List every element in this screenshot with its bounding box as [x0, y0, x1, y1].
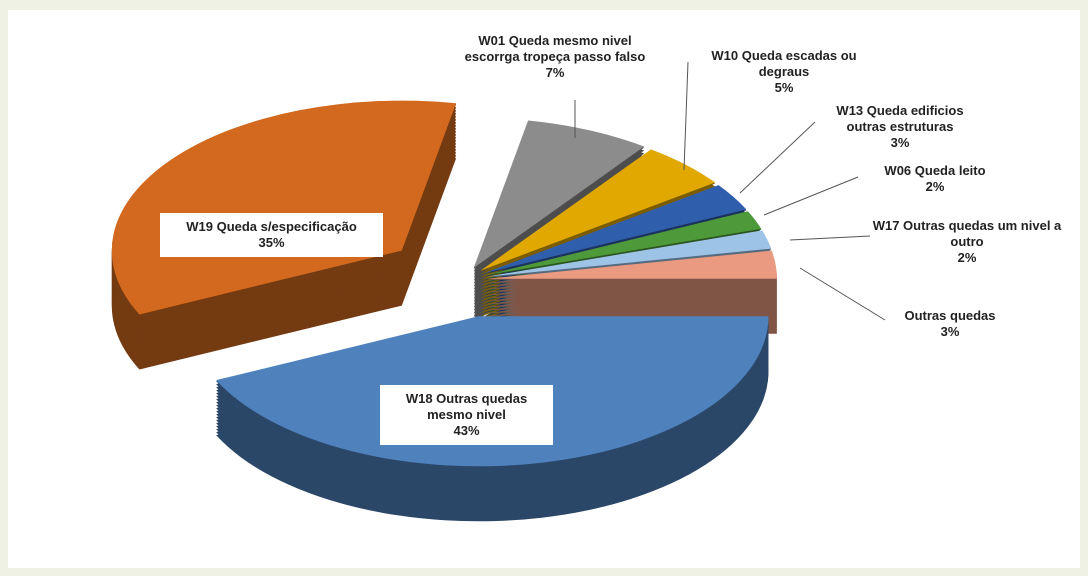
- category-label: W06 Queda leito: [884, 163, 986, 178]
- slice: [486, 230, 772, 277]
- leader-line: [799, 267, 886, 321]
- data-label: W18 Outras quedas mesmo nivel 43%: [380, 385, 553, 445]
- data-label: Outras quedas 3%: [880, 308, 1020, 340]
- category-label: W01 Queda mesmo nivel escorrga tropeça p…: [464, 33, 646, 64]
- leader-line: [789, 235, 871, 241]
- value-label: 5%: [774, 80, 794, 95]
- leader-line: [763, 176, 859, 216]
- data-label: W13 Queda edificios outras estruturas 3%: [815, 103, 985, 151]
- data-label: W19 Queda s/especificação 35%: [160, 213, 383, 257]
- category-label: Outras quedas: [904, 308, 996, 323]
- value-label: 43%: [453, 423, 480, 438]
- category-label: W18 Outras quedas mesmo nivel: [405, 391, 528, 422]
- value-label: 3%: [940, 324, 960, 339]
- category-label: W10 Queda escadas ou degraus: [711, 48, 857, 79]
- value-label: 3%: [890, 135, 910, 150]
- leader-line: [739, 121, 816, 194]
- slice: [486, 250, 777, 279]
- value-label: 35%: [258, 235, 285, 250]
- category-label: W13 Queda edificios outras estruturas: [836, 103, 964, 134]
- leader-line: [683, 61, 689, 171]
- data-label: W17 Outras quedas um nivel a outro 2%: [872, 218, 1062, 266]
- data-label: W06 Queda leito 2%: [860, 163, 1010, 195]
- category-label: W17 Outras quedas um nivel a outro: [872, 218, 1062, 249]
- value-label: 2%: [957, 250, 977, 265]
- value-label: 2%: [925, 179, 945, 194]
- data-label: W10 Queda escadas ou degraus 5%: [688, 48, 880, 96]
- data-label: W01 Queda mesmo nivel escorrga tropeça p…: [455, 33, 655, 81]
- category-label: W19 Queda s/especificação: [186, 219, 357, 234]
- slice: [473, 120, 645, 268]
- slice: [483, 185, 747, 274]
- slice: [111, 100, 457, 315]
- slice: [485, 211, 762, 276]
- value-label: 7%: [545, 65, 565, 80]
- slice: [480, 149, 716, 271]
